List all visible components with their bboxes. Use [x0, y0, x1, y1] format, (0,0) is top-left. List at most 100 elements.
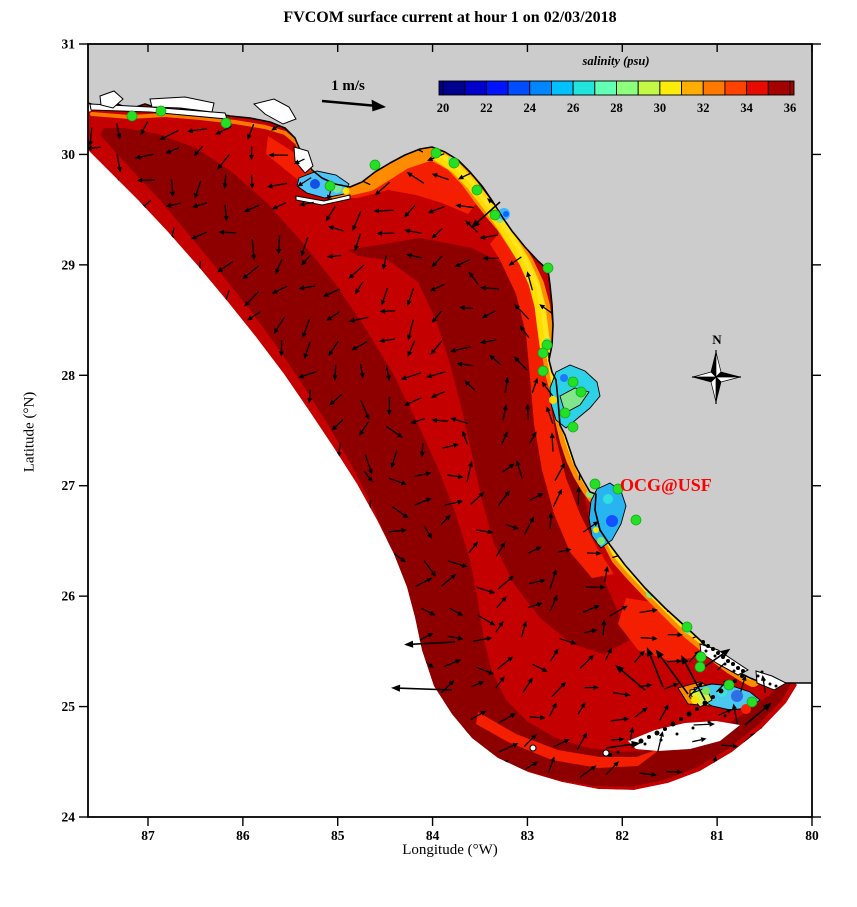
florida-bay-blue — [731, 690, 743, 702]
coastline — [87, 102, 812, 684]
station-dot — [489, 209, 501, 221]
scale-arrow — [321, 99, 386, 112]
station-dot — [723, 679, 735, 691]
ocg-usf-annotation: OCG@USF — [620, 475, 712, 495]
axis-ticks-and-labels: 87 86 85 84 83 82 81 80 31 30 29 28 27 26 25 24 — [62, 37, 821, 843]
colorbar-cell — [746, 80, 769, 96]
colorbar-tick-label: 26 — [567, 101, 580, 115]
x-tick-label: 84 — [426, 828, 440, 843]
salinity-34-bottom-streak — [476, 712, 662, 768]
station-dot — [471, 184, 483, 196]
station-dot — [448, 157, 460, 169]
land-florida — [88, 44, 812, 683]
pensacola-bay — [99, 90, 124, 109]
colorbar-cell — [637, 80, 661, 96]
x-tick-label: 81 — [710, 828, 724, 843]
plot-title: FVCOM surface current at hour 1 on 02/03… — [283, 9, 617, 26]
y-tick-label: 24 — [62, 810, 76, 825]
colorbar-cell — [724, 80, 748, 96]
plot-border — [87, 43, 813, 818]
station-dot — [695, 651, 707, 663]
colorbar-cell — [659, 80, 683, 96]
colorbar-cell — [767, 80, 791, 96]
keys-red-spot — [741, 704, 751, 714]
colorbar-cell — [702, 80, 726, 96]
x-tick-label: 86 — [236, 828, 250, 843]
station-dot — [559, 407, 571, 419]
station-dot — [567, 376, 579, 388]
station-dot — [324, 180, 336, 192]
st-andrew-bay — [252, 98, 297, 125]
scale-arrow-label: 1 m/s — [331, 78, 365, 94]
colorbar-tick-label: 30 — [654, 101, 667, 115]
station-dot — [630, 514, 642, 526]
compass-rose — [692, 350, 741, 404]
salinity-colorbar: 20 22 24 26 28 30 32 34 36 — [437, 80, 797, 115]
station-dot — [575, 386, 587, 398]
colorbar-cell — [485, 80, 509, 96]
florida-bay-yellow — [691, 696, 699, 704]
choctawhatchee-bay — [149, 96, 215, 113]
station-dot — [537, 347, 549, 359]
compass-north-label: N — [712, 332, 722, 347]
x-tick-label: 82 — [616, 828, 630, 843]
station-dot — [220, 117, 232, 129]
station-dot — [369, 159, 381, 171]
charlotte-cyan — [603, 494, 613, 504]
y-tick-label: 26 — [62, 589, 76, 604]
station-dot — [746, 696, 758, 708]
colorbar-cell — [442, 80, 466, 96]
station-dot — [589, 478, 601, 490]
y-tick-label: 30 — [62, 147, 76, 162]
colorbar-cell — [594, 80, 617, 96]
colorbar-cell — [464, 80, 487, 96]
colorbar-cell — [616, 80, 639, 96]
station-dot — [694, 661, 706, 673]
colorbar-tick-label: 34 — [740, 101, 753, 115]
colorbar-tick-label: 36 — [784, 101, 797, 115]
colorbar-tick-label: 24 — [524, 101, 537, 115]
colorbar-cell — [550, 80, 574, 96]
tampa-bay-blue — [560, 374, 568, 382]
x-tick-label: 87 — [141, 828, 155, 843]
station-dot — [430, 147, 442, 159]
x-axis-label: Longitude (°W) — [402, 842, 498, 858]
y-tick-label: 27 — [62, 478, 76, 493]
x-tick-label: 80 — [805, 828, 819, 843]
station-dot — [612, 483, 624, 495]
suwannee-deep — [503, 211, 509, 217]
y-tick-label: 29 — [62, 257, 76, 272]
y-tick-label: 28 — [62, 368, 76, 383]
apalachicola-barrier — [295, 194, 351, 206]
station-dot — [537, 365, 549, 377]
y-tick-label: 25 — [62, 699, 76, 714]
colorbar-tick-label: 28 — [610, 101, 623, 115]
apalachicola-deep — [310, 179, 320, 189]
colorbar-title: salinity (psu) — [582, 54, 650, 68]
florida-bay-green — [702, 687, 710, 695]
station-dot — [155, 105, 167, 117]
y-axis-label: Latitude (°N) — [21, 391, 38, 473]
station-dot — [542, 262, 554, 274]
x-tick-label: 83 — [521, 828, 535, 843]
colorbar-tick-label: 22 — [480, 101, 493, 115]
colorbar-cell — [681, 80, 704, 96]
colorbar-tick-label: 32 — [697, 101, 710, 115]
keys-white-bank — [628, 721, 740, 751]
charlotte-green — [597, 537, 605, 545]
strong-current-vectors — [391, 201, 772, 749]
apalachicola-yellow — [342, 187, 350, 195]
colorbar-tick-label: 20 — [437, 101, 450, 115]
colorbar-cell — [572, 80, 596, 96]
station-dot — [567, 421, 579, 433]
tampa-bay-yellow — [549, 396, 557, 404]
station-dot — [681, 621, 693, 633]
charlotte-blue — [606, 515, 618, 527]
colorbar-cell — [529, 80, 552, 96]
station-dot — [126, 110, 138, 122]
x-tick-label: 85 — [331, 828, 345, 843]
station-markers — [126, 105, 758, 708]
charlotte-yellow — [593, 527, 599, 533]
